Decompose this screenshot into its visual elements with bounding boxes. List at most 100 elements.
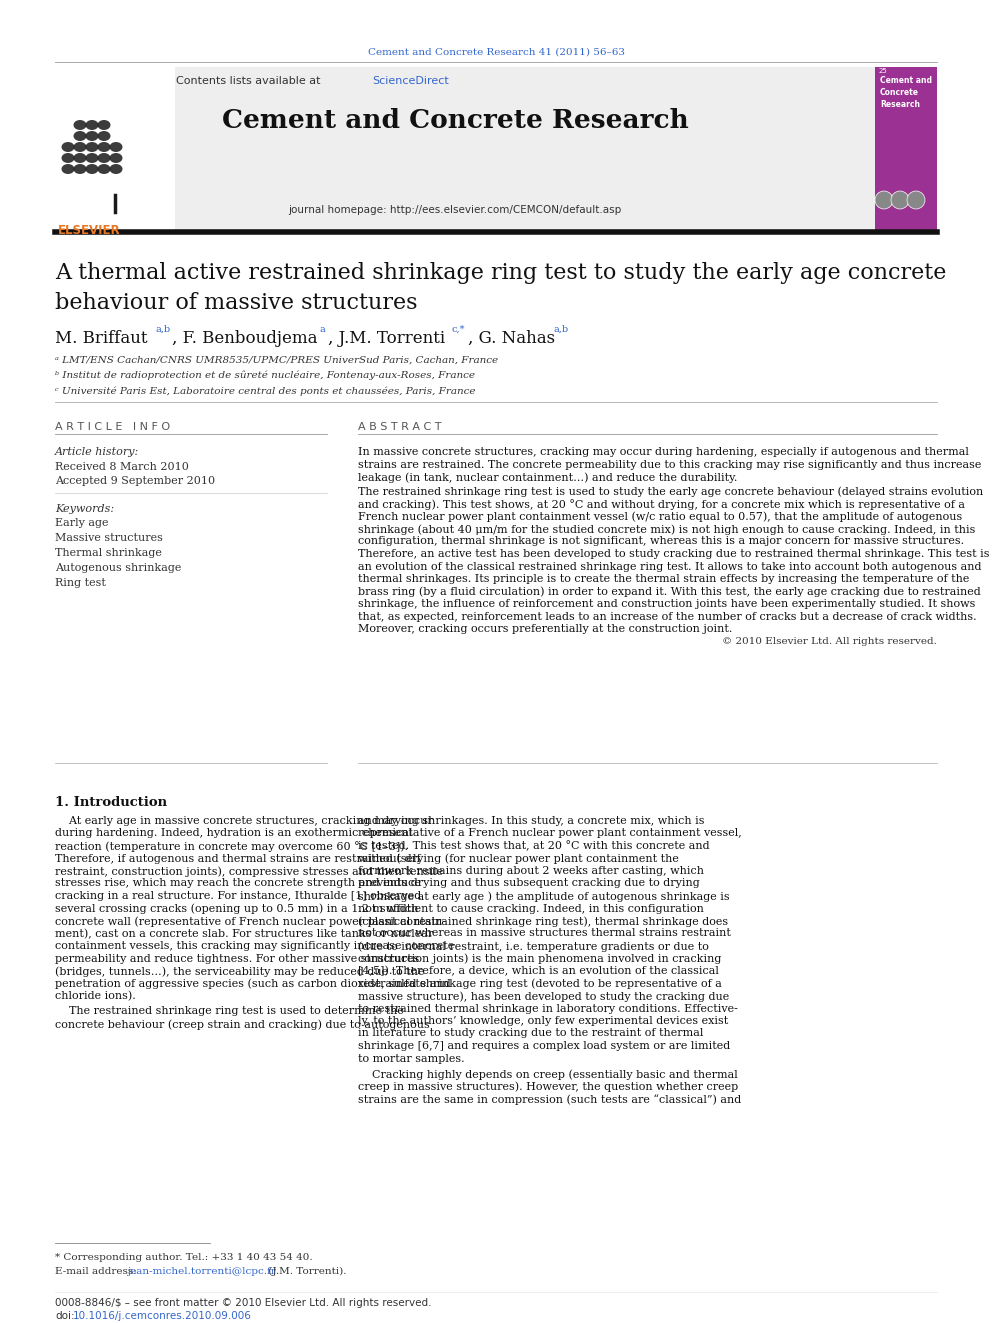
Text: in literature to study cracking due to the restraint of thermal: in literature to study cracking due to t… <box>358 1028 703 1039</box>
Ellipse shape <box>97 120 110 130</box>
Text: jean-michel.torrenti@lcpc.fr: jean-michel.torrenti@lcpc.fr <box>127 1267 276 1275</box>
Ellipse shape <box>73 153 86 163</box>
Text: permeability and reduce tightness. For other massive structures: permeability and reduce tightness. For o… <box>55 954 420 963</box>
Text: brass ring (by a fluid circulation) in order to expand it. With this test, the e: brass ring (by a fluid circulation) in o… <box>358 586 981 597</box>
Ellipse shape <box>109 142 122 152</box>
Text: In massive concrete structures, cracking may occur during hardening, especially : In massive concrete structures, cracking… <box>358 447 969 456</box>
Text: Autogenous shrinkage: Autogenous shrinkage <box>55 564 182 573</box>
Text: The restrained shrinkage ring test is used to determine the: The restrained shrinkage ring test is us… <box>55 1007 404 1016</box>
Text: configuration, thermal shrinkage is not significant, whereas this is a major con: configuration, thermal shrinkage is not … <box>358 537 964 546</box>
Text: ScienceDirect: ScienceDirect <box>372 75 448 86</box>
Text: and drying shrinkages. In this study, a concrete mix, which is: and drying shrinkages. In this study, a … <box>358 816 704 826</box>
Ellipse shape <box>73 120 86 130</box>
Text: Received 8 March 2010: Received 8 March 2010 <box>55 462 188 472</box>
Text: (due to internal restraint, i.e. temperature gradients or due to: (due to internal restraint, i.e. tempera… <box>358 941 709 951</box>
FancyBboxPatch shape <box>55 67 175 230</box>
Ellipse shape <box>62 164 74 175</box>
Ellipse shape <box>73 164 86 175</box>
Ellipse shape <box>97 131 110 142</box>
Text: penetration of aggressive species (such as carbon dioxide, sulfate and: penetration of aggressive species (such … <box>55 979 450 990</box>
Text: Therefore, an active test has been developed to study cracking due to restrained: Therefore, an active test has been devel… <box>358 549 989 560</box>
Text: strains are the same in compression (such tests are “classical”) and: strains are the same in compression (suc… <box>358 1094 741 1105</box>
Text: ᵇ Institut de radioprotection et de sûreté nucléaire, Fontenay-aux-Roses, France: ᵇ Institut de radioprotection et de sûre… <box>55 370 475 381</box>
Ellipse shape <box>97 153 110 163</box>
Ellipse shape <box>85 120 98 130</box>
Text: ELSEVIER: ELSEVIER <box>58 224 121 237</box>
Text: Accepted 9 September 2010: Accepted 9 September 2010 <box>55 476 215 486</box>
Text: construction joints) is the main phenomena involved in cracking: construction joints) is the main phenome… <box>358 954 721 964</box>
Ellipse shape <box>85 153 98 163</box>
Text: without drying (for nuclear power plant containment the: without drying (for nuclear power plant … <box>358 853 679 864</box>
Text: shrinkage [6,7] and requires a complex load system or are limited: shrinkage [6,7] and requires a complex l… <box>358 1041 730 1050</box>
Text: , F. Benboudjema: , F. Benboudjema <box>172 329 317 347</box>
Text: Massive structures: Massive structures <box>55 533 163 542</box>
Text: (bridges, tunnels…), the serviceability may be reduced due to the: (bridges, tunnels…), the serviceability … <box>55 966 425 976</box>
Text: , J.M. Torrenti: , J.M. Torrenti <box>328 329 445 347</box>
Text: Cement and
Concrete
Research: Cement and Concrete Research <box>880 75 932 108</box>
Text: At early age in massive concrete structures, cracking may occur: At early age in massive concrete structu… <box>55 816 433 826</box>
Circle shape <box>891 191 909 209</box>
Text: strains are restrained. The concrete permeability due to this cracking may rise : strains are restrained. The concrete per… <box>358 459 981 470</box>
Text: an evolution of the classical restrained shrinkage ring test. It allows to take : an evolution of the classical restrained… <box>358 561 981 572</box>
Text: Ring test: Ring test <box>55 578 106 587</box>
Text: Cement and Concrete Research: Cement and Concrete Research <box>221 108 688 134</box>
Text: Cracking highly depends on creep (essentially basic and thermal: Cracking highly depends on creep (essent… <box>358 1069 738 1080</box>
Text: creep in massive structures). However, the question whether creep: creep in massive structures). However, t… <box>358 1081 738 1091</box>
Text: The restrained shrinkage ring test is used to study the early age concrete behav: The restrained shrinkage ring test is us… <box>358 487 983 497</box>
Ellipse shape <box>97 164 110 175</box>
Text: concrete wall (representative of French nuclear power plant contain-: concrete wall (representative of French … <box>55 916 446 926</box>
Text: Moreover, cracking occurs preferentially at the construction joint.: Moreover, cracking occurs preferentially… <box>358 624 732 634</box>
Text: * Corresponding author. Tel.: +33 1 40 43 54 40.: * Corresponding author. Tel.: +33 1 40 4… <box>55 1253 312 1262</box>
Text: doi:: doi: <box>55 1311 74 1320</box>
Text: Therefore, if autogenous and thermal strains are restrained (self: Therefore, if autogenous and thermal str… <box>55 853 421 864</box>
Ellipse shape <box>62 153 74 163</box>
Text: cracking in a real structure. For instance, Ithuralde [1] observed: cracking in a real structure. For instan… <box>55 890 422 901</box>
Ellipse shape <box>73 131 86 142</box>
Circle shape <box>875 191 893 209</box>
Text: M. Briffaut: M. Briffaut <box>55 329 148 347</box>
Text: ment), cast on a concrete slab. For structures like tanks or nuclear: ment), cast on a concrete slab. For stru… <box>55 929 434 939</box>
Text: is tested. This test shows that, at 20 °C with this concrete and: is tested. This test shows that, at 20 °… <box>358 841 709 852</box>
Text: leakage (in tank, nuclear containment…) and reduce the durability.: leakage (in tank, nuclear containment…) … <box>358 472 737 483</box>
Text: reaction (temperature in concrete may overcome 60 °C [1–3]).: reaction (temperature in concrete may ov… <box>55 841 408 852</box>
Text: containment vessels, this cracking may significantly increase concrete: containment vessels, this cracking may s… <box>55 941 454 951</box>
Ellipse shape <box>109 153 122 163</box>
FancyBboxPatch shape <box>875 67 937 230</box>
Text: restraint, construction joints), compressive stresses and then tensile: restraint, construction joints), compres… <box>55 867 443 877</box>
Text: Cement and Concrete Research 41 (2011) 56–63: Cement and Concrete Research 41 (2011) 5… <box>367 48 625 57</box>
Text: Keywords:: Keywords: <box>55 504 114 515</box>
Text: ly, to the authors’ knowledge, only few experimental devices exist: ly, to the authors’ knowledge, only few … <box>358 1016 728 1027</box>
Ellipse shape <box>85 131 98 142</box>
Text: concrete behaviour (creep strain and cracking) due to autogenous: concrete behaviour (creep strain and cra… <box>55 1019 430 1029</box>
Text: shrinkage, the influence of reinforcement and construction joints have been expe: shrinkage, the influence of reinforcemen… <box>358 599 975 609</box>
Text: ᶜ Université Paris Est, Laboratoire central des ponts et chaussées, Paris, Franc: ᶜ Université Paris Est, Laboratoire cent… <box>55 386 475 396</box>
Text: c,*: c,* <box>452 325 465 333</box>
Text: not sufficient to cause cracking. Indeed, in this configuration: not sufficient to cause cracking. Indeed… <box>358 904 704 913</box>
Text: A thermal active restrained shrinkage ring test to study the early age concrete: A thermal active restrained shrinkage ri… <box>55 262 946 284</box>
Text: ᵃ LMT/ENS Cachan/CNRS UMR8535/UPMC/PRES UniverSud Paris, Cachan, France: ᵃ LMT/ENS Cachan/CNRS UMR8535/UPMC/PRES … <box>55 356 498 365</box>
Text: stresses rise, which may reach the concrete strength and induce: stresses rise, which may reach the concr… <box>55 878 421 889</box>
Text: shrinkage at early age ) the amplitude of autogenous shrinkage is: shrinkage at early age ) the amplitude o… <box>358 890 730 901</box>
Text: (J.M. Torrenti).: (J.M. Torrenti). <box>265 1267 346 1277</box>
Text: journal homepage: http://ees.elsevier.com/CEMCON/default.asp: journal homepage: http://ees.elsevier.co… <box>289 205 622 216</box>
Text: to restrained thermal shrinkage in laboratory conditions. Effective-: to restrained thermal shrinkage in labor… <box>358 1004 738 1013</box>
Ellipse shape <box>97 142 110 152</box>
Ellipse shape <box>73 142 86 152</box>
Circle shape <box>907 191 925 209</box>
Text: a: a <box>320 325 325 333</box>
Ellipse shape <box>62 142 74 152</box>
Text: (classical restrained shrinkage ring test), thermal shrinkage does: (classical restrained shrinkage ring tes… <box>358 916 728 926</box>
Text: © 2010 Elsevier Ltd. All rights reserved.: © 2010 Elsevier Ltd. All rights reserved… <box>722 638 937 647</box>
Text: restrained shrinkage ring test (devoted to be representative of a: restrained shrinkage ring test (devoted … <box>358 979 722 990</box>
Text: A B S T R A C T: A B S T R A C T <box>358 422 441 433</box>
Text: prevents drying and thus subsequent cracking due to drying: prevents drying and thus subsequent crac… <box>358 878 699 889</box>
Text: representative of a French nuclear power plant containment vessel,: representative of a French nuclear power… <box>358 828 742 839</box>
Text: not occur whereas in massive structures thermal strains restraint: not occur whereas in massive structures … <box>358 929 731 938</box>
Text: during hardening. Indeed, hydration is an exothermic chemical: during hardening. Indeed, hydration is a… <box>55 828 413 839</box>
Ellipse shape <box>85 164 98 175</box>
Text: formwork remains during about 2 weeks after casting, which: formwork remains during about 2 weeks af… <box>358 867 704 876</box>
Text: Early age: Early age <box>55 519 108 528</box>
Text: several crossing cracks (opening up to 0.5 mm) in a 1.2 m width: several crossing cracks (opening up to 0… <box>55 904 419 914</box>
Text: 25: 25 <box>879 67 888 74</box>
Text: chloride ions).: chloride ions). <box>55 991 136 1002</box>
